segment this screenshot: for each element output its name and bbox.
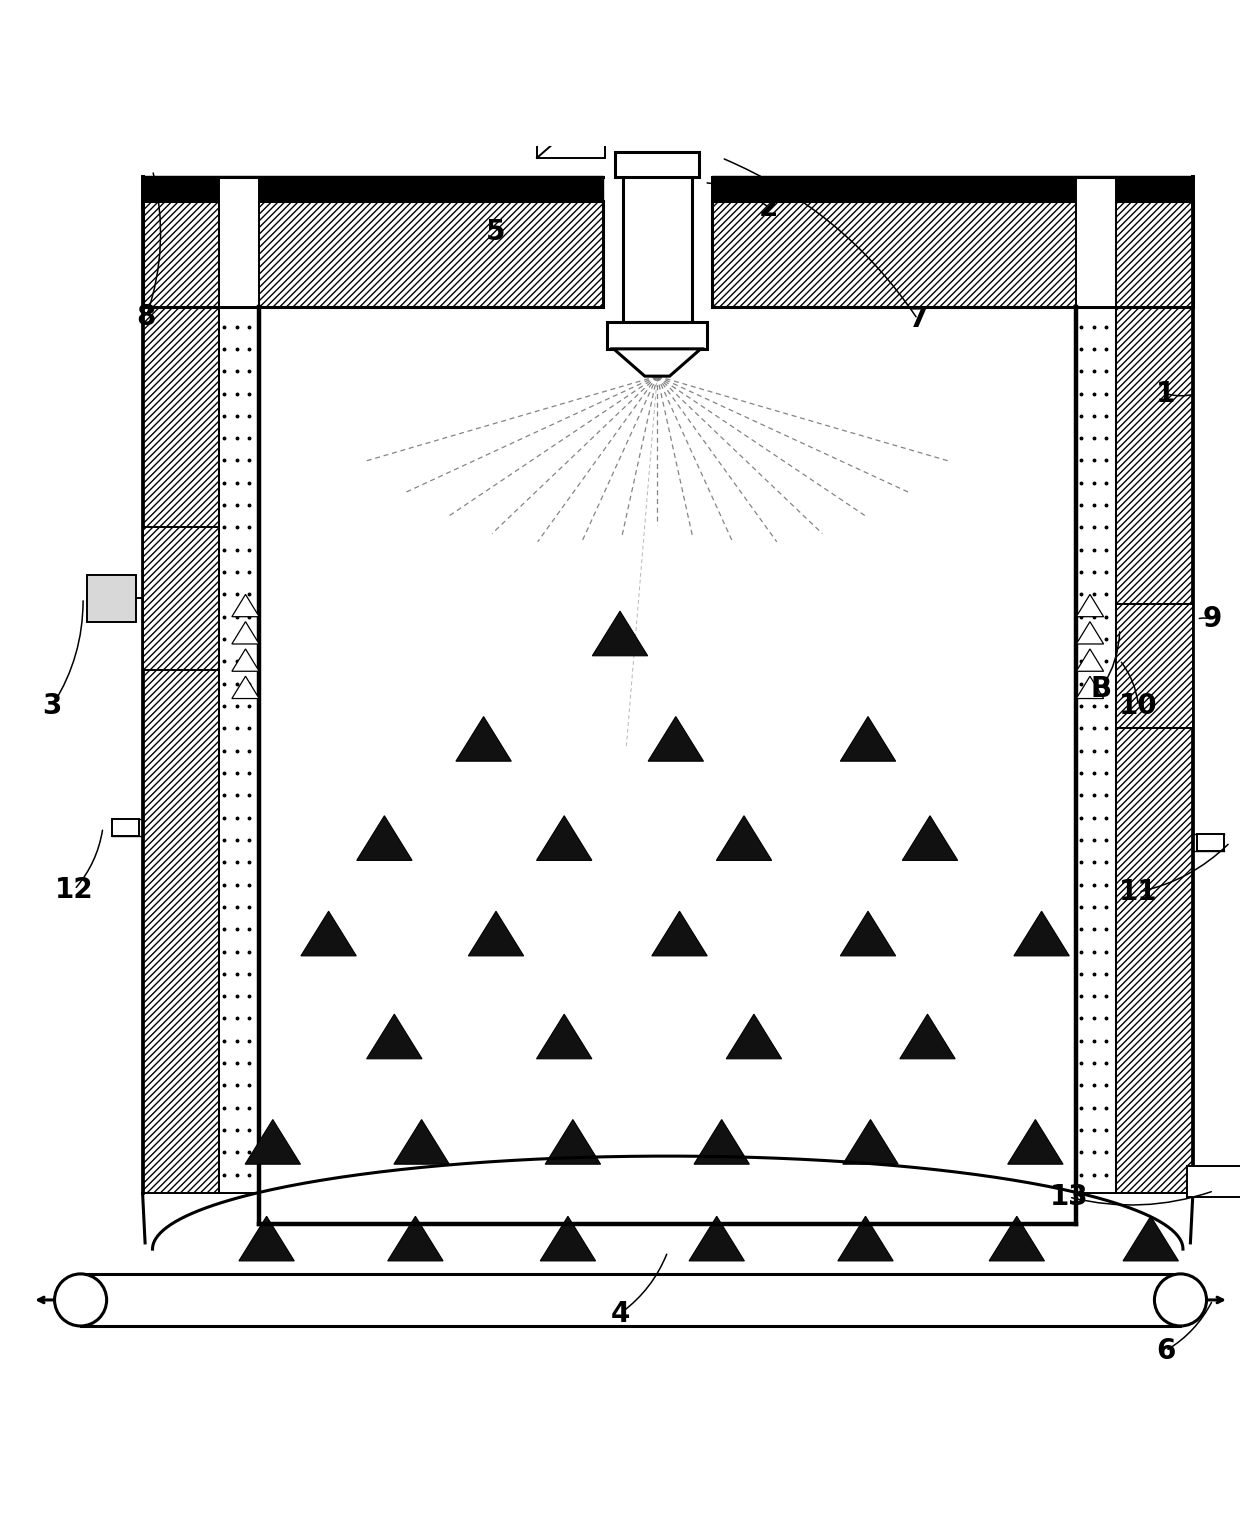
Bar	[219, 176, 259, 306]
Text: B: B	[1090, 675, 1112, 703]
Bar	[615, 152, 699, 176]
Bar	[1197, 834, 1224, 851]
Bar	[1076, 176, 1116, 306]
Bar	[87, 574, 136, 622]
Polygon shape	[694, 1119, 749, 1164]
Polygon shape	[1076, 622, 1104, 645]
Bar	[143, 527, 219, 671]
Polygon shape	[388, 1216, 443, 1262]
Text: 13: 13	[1049, 1183, 1089, 1211]
Polygon shape	[1076, 594, 1104, 617]
Polygon shape	[1123, 1216, 1178, 1262]
Bar	[537, 98, 605, 158]
Bar	[622, 176, 692, 322]
Polygon shape	[541, 1216, 595, 1262]
Polygon shape	[614, 349, 701, 377]
Polygon shape	[469, 911, 523, 955]
Polygon shape	[546, 1119, 600, 1164]
Polygon shape	[593, 611, 647, 655]
Text: 7: 7	[908, 305, 928, 334]
Polygon shape	[232, 594, 259, 617]
Bar	[712, 176, 1193, 201]
Polygon shape	[1076, 677, 1104, 698]
Polygon shape	[652, 911, 707, 955]
Bar	[1187, 1167, 1240, 1197]
Polygon shape	[727, 1014, 781, 1059]
Bar	[81, 1274, 1180, 1326]
Polygon shape	[232, 622, 259, 645]
Text: 4: 4	[610, 1300, 630, 1327]
Text: 1: 1	[1156, 380, 1176, 407]
Polygon shape	[1008, 1119, 1063, 1164]
Text: 9: 9	[1203, 605, 1223, 634]
Polygon shape	[689, 1216, 744, 1262]
Polygon shape	[246, 1119, 300, 1164]
Text: 10: 10	[1118, 692, 1158, 720]
Polygon shape	[717, 816, 771, 860]
Polygon shape	[903, 816, 957, 860]
Text: 3: 3	[42, 692, 62, 720]
Bar	[143, 176, 603, 201]
Polygon shape	[537, 1014, 591, 1059]
Polygon shape	[232, 677, 259, 698]
Polygon shape	[841, 717, 895, 761]
Bar	[1076, 306, 1116, 1193]
Polygon shape	[357, 816, 412, 860]
Polygon shape	[838, 1216, 893, 1262]
Polygon shape	[649, 717, 703, 761]
Polygon shape	[394, 1119, 449, 1164]
Polygon shape	[843, 1119, 898, 1164]
Polygon shape	[841, 911, 895, 955]
Bar	[143, 306, 219, 1193]
Polygon shape	[239, 1216, 294, 1262]
Bar	[712, 201, 1193, 306]
Bar	[143, 201, 603, 306]
Text: 5: 5	[486, 219, 506, 246]
Circle shape	[55, 1274, 107, 1326]
Bar	[219, 306, 259, 1193]
Polygon shape	[1076, 649, 1104, 671]
Polygon shape	[232, 649, 259, 671]
Bar	[112, 819, 139, 836]
Polygon shape	[990, 1216, 1044, 1262]
Bar	[1116, 605, 1193, 729]
Bar	[608, 322, 707, 349]
Polygon shape	[537, 816, 591, 860]
Polygon shape	[456, 717, 511, 761]
Text: 12: 12	[55, 876, 94, 903]
Bar	[1116, 306, 1193, 1193]
Circle shape	[1154, 1274, 1207, 1326]
Text: 8: 8	[136, 303, 156, 331]
Polygon shape	[367, 1014, 422, 1059]
Polygon shape	[1014, 911, 1069, 955]
Text: 6: 6	[1156, 1337, 1176, 1364]
Polygon shape	[301, 911, 356, 955]
Text: 11: 11	[1118, 877, 1158, 906]
Text: 2: 2	[759, 193, 779, 222]
Polygon shape	[900, 1014, 955, 1059]
